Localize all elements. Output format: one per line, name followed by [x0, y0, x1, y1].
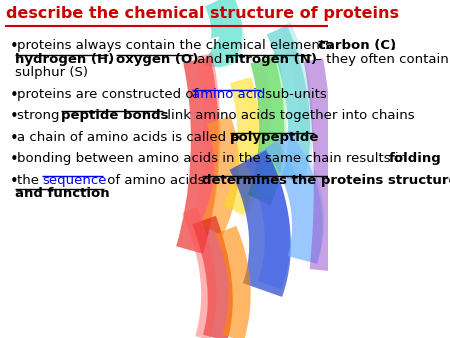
- Text: link amino acids together into chains: link amino acids together into chains: [162, 110, 414, 122]
- Text: hydrogen (H): hydrogen (H): [14, 53, 114, 66]
- Text: polypeptide: polypeptide: [230, 131, 319, 144]
- Text: bonding between amino acids in the same chain results in: bonding between amino acids in the same …: [18, 152, 412, 166]
- Text: a chain of amino acids is called a: a chain of amino acids is called a: [18, 131, 243, 144]
- Text: carbon (C): carbon (C): [318, 40, 396, 52]
- Text: sequence: sequence: [42, 174, 107, 187]
- Text: strong: strong: [18, 110, 64, 122]
- Text: folding: folding: [388, 152, 441, 166]
- Text: sulphur (S): sulphur (S): [14, 67, 88, 79]
- Text: amino acid: amino acid: [192, 88, 266, 101]
- Text: •: •: [10, 40, 19, 54]
- Text: proteins always contain the chemical elements: proteins always contain the chemical ele…: [18, 40, 337, 52]
- Text: •: •: [10, 131, 19, 146]
- Text: •: •: [10, 152, 19, 168]
- Text: •: •: [10, 110, 19, 124]
- Text: and: and: [194, 53, 227, 66]
- Text: and function: and function: [14, 188, 109, 200]
- Text: of amino acids: of amino acids: [103, 174, 209, 187]
- Text: •: •: [10, 88, 19, 103]
- Text: nitrogen (N): nitrogen (N): [225, 53, 317, 66]
- Text: ,: ,: [391, 40, 396, 52]
- Text: – they often contain: – they often contain: [311, 53, 449, 66]
- Text: peptide bonds: peptide bonds: [62, 110, 169, 122]
- Text: ,: ,: [108, 53, 116, 66]
- Text: •: •: [10, 174, 19, 189]
- Text: describe the chemical structure of proteins: describe the chemical structure of prote…: [6, 6, 399, 21]
- Text: oxygen (O): oxygen (O): [116, 53, 198, 66]
- Text: proteins are constructed of: proteins are constructed of: [18, 88, 203, 101]
- Text: the: the: [18, 174, 44, 187]
- Text: sub-units: sub-units: [261, 88, 327, 101]
- Text: determines the proteins structure: determines the proteins structure: [202, 174, 450, 187]
